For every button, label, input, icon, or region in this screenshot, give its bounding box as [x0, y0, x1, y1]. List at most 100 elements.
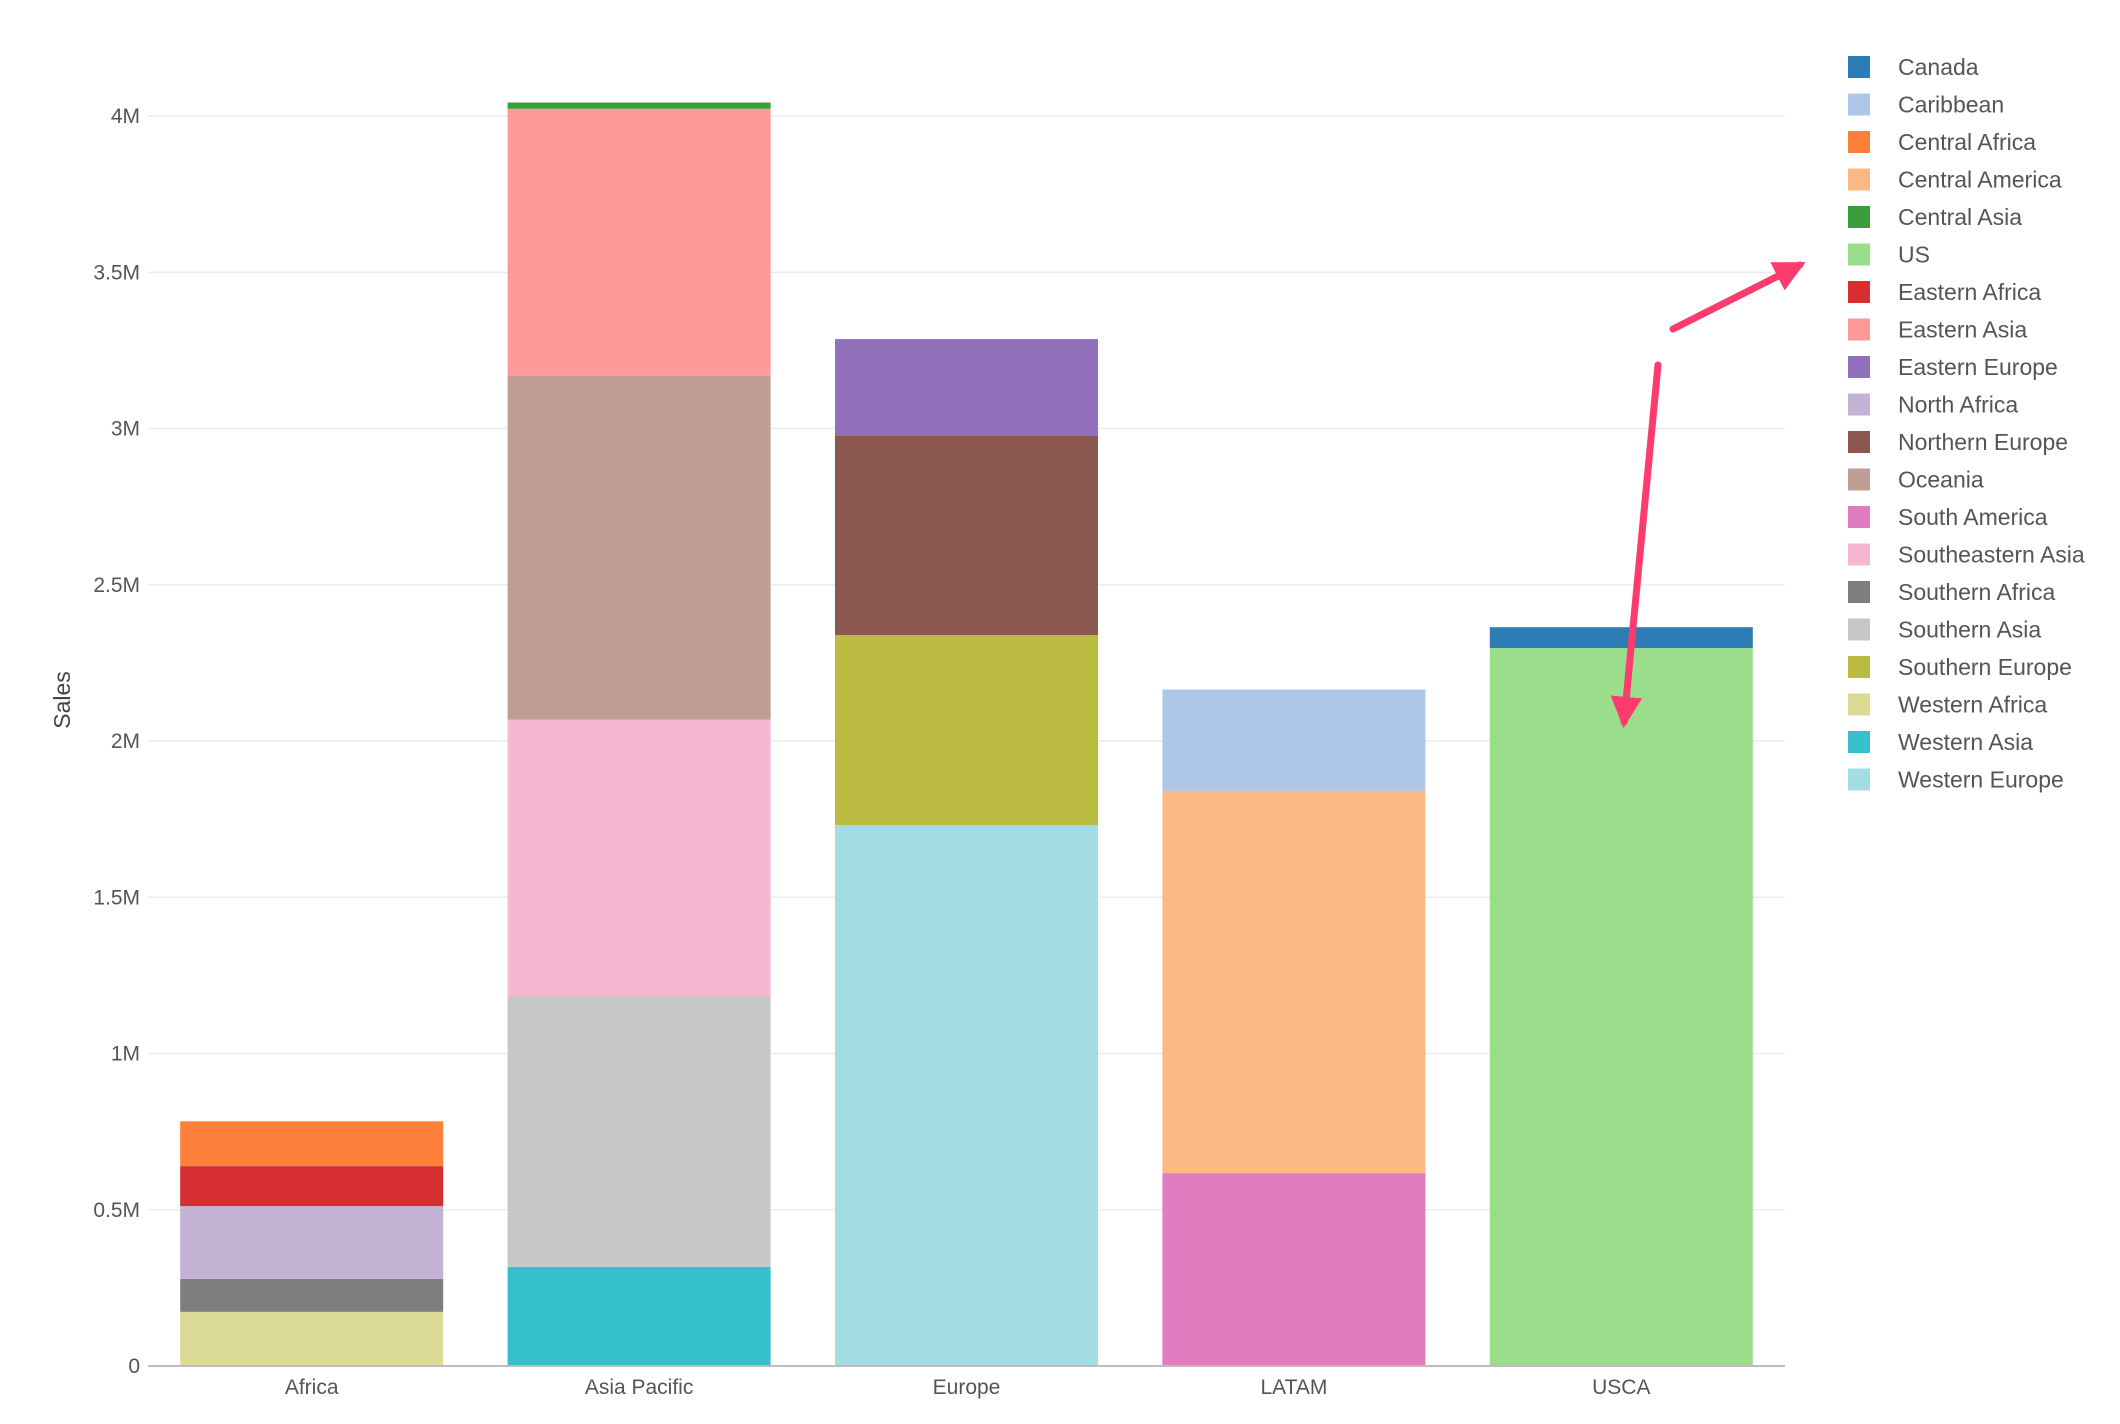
legend-label: Southern Europe: [1898, 654, 2072, 680]
legend-swatch: [1848, 618, 1870, 641]
x-tick-label: LATAM: [1260, 1376, 1327, 1399]
legend-swatch: [1848, 131, 1870, 153]
bar-segment-southeastern-asia[interactable]: [507, 719, 771, 997]
legend-swatch: [1848, 656, 1870, 678]
legend-item-north-africa[interactable]: North Africa: [1848, 392, 2018, 418]
legend-swatch: [1848, 56, 1870, 78]
legend-swatch: [1848, 768, 1870, 791]
legend-swatch: [1848, 506, 1870, 528]
legend-item-southern-asia[interactable]: Southern Asia: [1848, 617, 2041, 643]
y-tick-label: 3M: [111, 418, 140, 441]
legend-swatch: [1848, 356, 1870, 378]
bar-segment-eastern-asia[interactable]: [507, 108, 771, 376]
x-tick-label: Africa: [285, 1376, 339, 1399]
y-axis-title: Sales: [49, 671, 75, 729]
bar-segment-oceania[interactable]: [507, 375, 771, 720]
annotation-arrow-to-us-legend: [1669, 261, 1806, 333]
legend-item-oceania[interactable]: Oceania: [1848, 467, 1984, 493]
legend-label: Eastern Africa: [1898, 279, 2041, 305]
legend-item-eastern-asia[interactable]: Eastern Asia: [1848, 317, 2027, 343]
legend-label: Oceania: [1898, 467, 1984, 493]
legend-item-eastern-europe[interactable]: Eastern Europe: [1848, 354, 2058, 380]
y-tick-label: 2.5M: [93, 574, 140, 597]
legend-label: Southern Asia: [1898, 617, 2041, 643]
legend-swatch: [1848, 543, 1870, 566]
legend-swatch: [1848, 468, 1870, 491]
bar-segment-caribbean[interactable]: [1162, 689, 1426, 791]
y-tick-label: 0: [128, 1355, 140, 1378]
bar-segment-western-africa[interactable]: [180, 1311, 444, 1366]
bar-segment-us[interactable]: [1489, 648, 1753, 1366]
bar-segment-north-africa[interactable]: [180, 1206, 444, 1279]
bars: [180, 102, 1753, 1366]
y-tick-label: 3.5M: [93, 261, 140, 284]
legend-label: Western Africa: [1898, 692, 2047, 718]
legend-swatch: [1848, 393, 1870, 416]
bar-segment-central-africa[interactable]: [180, 1121, 444, 1167]
y-tick-label: 0.5M: [93, 1199, 140, 1222]
legend-label: Canada: [1898, 54, 1979, 80]
bar-segment-western-asia[interactable]: [507, 1266, 771, 1366]
legend-item-central-asia[interactable]: Central Asia: [1848, 204, 2022, 230]
legend-label: Southeastern Asia: [1898, 542, 2085, 568]
legend-label: Caribbean: [1898, 92, 2004, 118]
legend-item-central-africa[interactable]: Central Africa: [1848, 129, 2036, 155]
legend-label: Central America: [1898, 167, 2062, 193]
legend-swatch: [1848, 693, 1870, 716]
legend-label: Southern Africa: [1898, 579, 2055, 605]
legend-item-western-asia[interactable]: Western Asia: [1848, 729, 2033, 755]
legend-item-us[interactable]: US: [1848, 242, 1930, 268]
bar-segment-eastern-africa[interactable]: [180, 1166, 444, 1207]
legend-label: Central Asia: [1898, 204, 2022, 230]
bar-segment-southern-asia[interactable]: [507, 996, 771, 1267]
legend-item-canada[interactable]: Canada: [1848, 54, 1979, 80]
legend-swatch: [1848, 243, 1870, 266]
legend-item-southeastern-asia[interactable]: Southeastern Asia: [1848, 542, 2085, 568]
legend-label: Western Europe: [1898, 767, 2064, 793]
bar-segment-central-asia[interactable]: [507, 102, 771, 109]
legend-label: Eastern Europe: [1898, 354, 2058, 380]
legend-item-western-europe[interactable]: Western Europe: [1848, 767, 2064, 793]
y-tick-label: 1M: [111, 1043, 140, 1066]
legend-swatch: [1848, 581, 1870, 603]
legend-item-eastern-africa[interactable]: Eastern Africa: [1848, 279, 2041, 305]
legend-label: Western Asia: [1898, 729, 2033, 755]
legend-swatch: [1848, 206, 1870, 228]
y-tick-label: 4M: [111, 105, 140, 128]
bar-segment-canada[interactable]: [1489, 627, 1753, 649]
legend-item-northern-europe[interactable]: Northern Europe: [1848, 429, 2068, 455]
legend-item-central-america[interactable]: Central America: [1848, 167, 2062, 193]
bar-segment-eastern-europe[interactable]: [835, 339, 1098, 436]
x-tick-label: Europe: [933, 1376, 1001, 1399]
legend-label: Eastern Asia: [1898, 317, 2027, 343]
bar-segment-southern-europe[interactable]: [835, 635, 1098, 825]
y-tick-label: 2M: [111, 730, 140, 753]
bar-segment-northern-europe[interactable]: [835, 435, 1098, 636]
x-tick-label: USCA: [1592, 1376, 1650, 1399]
legend-swatch: [1848, 93, 1870, 116]
legend-swatch: [1848, 318, 1870, 341]
legend[interactable]: Canada Caribbean Central Africa Central Ame…: [1848, 54, 2085, 793]
legend-swatch: [1848, 281, 1870, 303]
legend-label: Northern Europe: [1898, 429, 2068, 455]
annotation-arrow-to-us-segment: [1610, 361, 1662, 729]
bar-segment-central-america[interactable]: [1162, 790, 1426, 1174]
y-tick-label: 1.5M: [93, 886, 140, 909]
legend-item-caribbean[interactable]: Caribbean: [1848, 92, 2004, 118]
bar-segment-southern-africa[interactable]: [180, 1278, 444, 1312]
bar-segment-western-europe[interactable]: [835, 825, 1098, 1366]
legend-label: North Africa: [1898, 392, 2018, 418]
legend-item-southern-africa[interactable]: Southern Africa: [1848, 579, 2055, 605]
legend-label: South America: [1898, 504, 2048, 530]
legend-label: US: [1898, 242, 1930, 268]
legend-item-western-africa[interactable]: Western Africa: [1848, 692, 2047, 718]
legend-swatch: [1848, 731, 1870, 753]
legend-item-southern-europe[interactable]: Southern Europe: [1848, 654, 2072, 680]
legend-item-south-america[interactable]: South America: [1848, 504, 2048, 530]
legend-label: Central Africa: [1898, 129, 2036, 155]
x-tick-label: Asia Pacific: [585, 1376, 694, 1399]
bar-segment-south-america[interactable]: [1162, 1173, 1426, 1366]
annotations: [1610, 261, 1806, 729]
axes: Sales 0 0.5M 1M 1.5M 2M 2.5M 3M 3.5M 4M Africa Asi…: [49, 105, 1785, 1399]
